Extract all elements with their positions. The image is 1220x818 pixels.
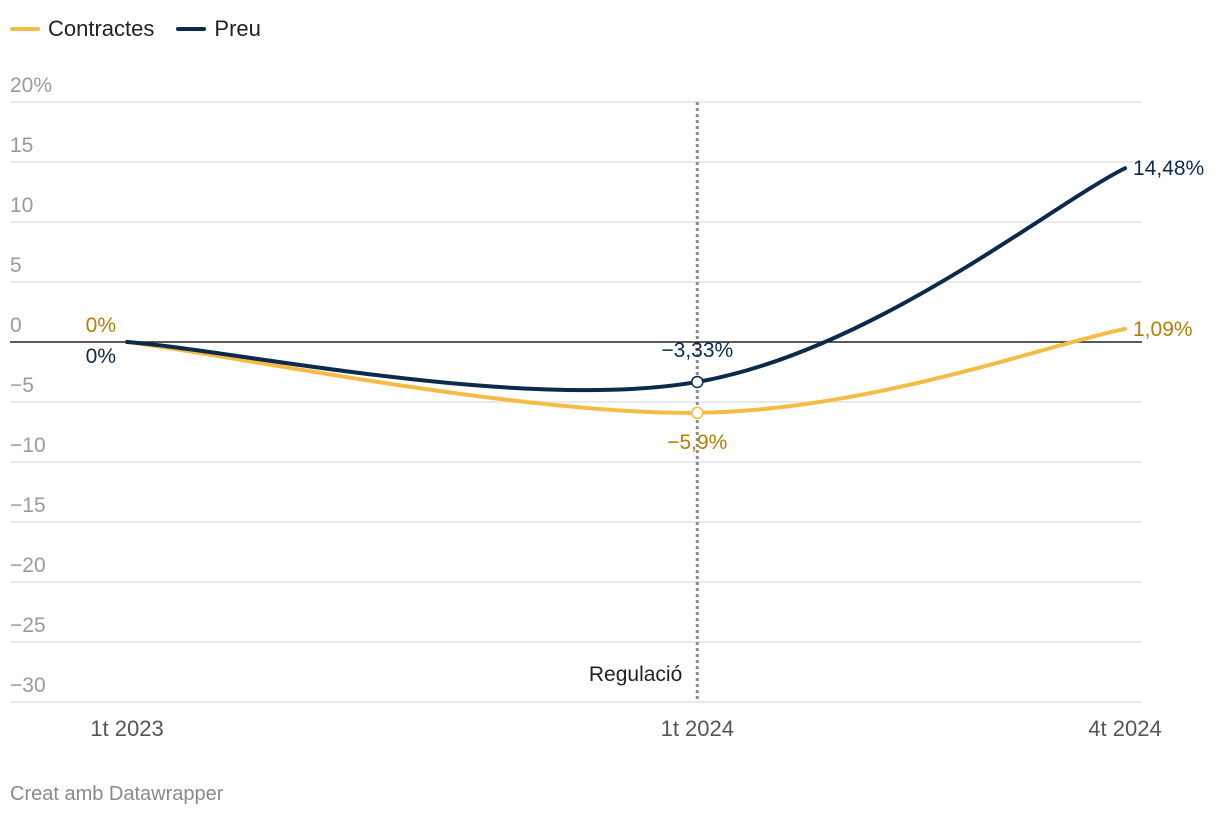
footer-credit: Creat amb Datawrapper (10, 783, 224, 805)
legend-swatch-contractes (10, 27, 40, 31)
y-tick-label: −15 (10, 494, 46, 517)
x-tick-label: 1t 2024 (661, 716, 734, 741)
legend-item-preu: Preu (176, 16, 261, 42)
x-tick-label: 1t 2023 (90, 716, 163, 741)
y-tick-label: −20 (10, 554, 46, 577)
y-tick-label: −5 (10, 374, 34, 397)
legend-swatch-preu (176, 27, 207, 31)
legend-label-preu: Preu (214, 16, 261, 41)
series-line-contractes (125, 326, 1127, 415)
data-label-preu: 0% (86, 345, 116, 368)
data-point-preu (691, 375, 704, 389)
data-label-contractes: 0% (86, 314, 116, 337)
y-tick-label: 15 (10, 134, 33, 157)
y-tick-label: 10 (10, 194, 33, 217)
series-line-preu (125, 166, 1127, 393)
data-label-preu: −3,33% (661, 339, 733, 362)
data-label-preu: 14,48% (1133, 157, 1204, 180)
legend: Contractes Preu (10, 16, 261, 42)
data-label-contractes: −5,9% (667, 431, 727, 454)
data-point-contractes (691, 406, 704, 420)
annotation-label: Regulació (589, 663, 682, 686)
y-tick-label: 0 (10, 314, 22, 337)
data-label-contractes: 1,09% (1133, 318, 1193, 341)
y-tick-label: −25 (10, 614, 46, 637)
x-tick-label: 4t 2024 (1088, 716, 1161, 741)
legend-label-contractes: Contractes (48, 16, 155, 41)
y-tick-label: 20% (10, 74, 52, 97)
y-tick-label: 5 (10, 254, 22, 277)
y-tick-label: −30 (10, 674, 46, 697)
y-tick-label: −10 (10, 434, 46, 457)
legend-item-contractes: Contractes (10, 16, 154, 42)
